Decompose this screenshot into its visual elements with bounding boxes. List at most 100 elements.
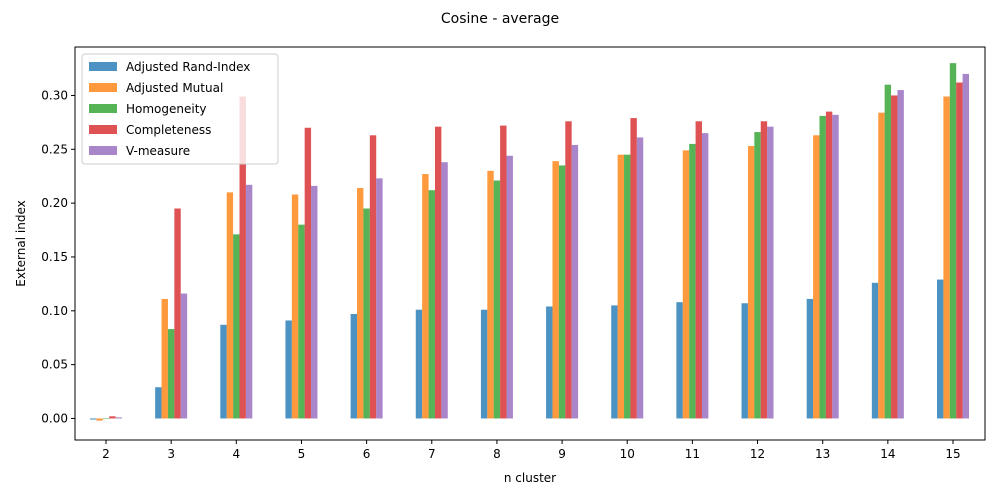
- bar: [161, 298, 168, 419]
- x-tick-label: 9: [558, 447, 566, 461]
- bar: [167, 329, 175, 419]
- bar: [304, 127, 312, 419]
- legend-label: Adjusted Rand-Index: [126, 60, 250, 74]
- bar: [546, 306, 553, 419]
- bar: [949, 63, 957, 419]
- bar: [220, 324, 227, 419]
- bar: [747, 146, 755, 419]
- legend-label: Homogeneity: [126, 102, 207, 116]
- legend: Adjusted Rand-Index Adjusted Mutual Homoge…: [81, 53, 279, 165]
- y-tick-label: 0.30: [41, 88, 68, 102]
- bar: [357, 188, 364, 419]
- legend-box: [81, 53, 279, 165]
- legend-swatch: [89, 62, 117, 71]
- bar: [102, 418, 110, 420]
- bar: [298, 224, 305, 419]
- bar: [806, 298, 814, 419]
- x-tick-label: 10: [620, 447, 635, 461]
- bar: [422, 174, 429, 419]
- legend-swatch: [89, 104, 117, 113]
- bar: [245, 184, 253, 419]
- x-tick-label: 8: [493, 447, 501, 461]
- bar: [832, 114, 839, 419]
- bar: [962, 73, 969, 419]
- bar: [428, 190, 435, 419]
- bar: [96, 418, 103, 421]
- bar: [891, 95, 898, 419]
- bar: [617, 154, 625, 419]
- bar: [676, 302, 683, 419]
- bar: [897, 90, 904, 419]
- bar: [480, 309, 488, 419]
- x-tick-label: 5: [298, 447, 306, 461]
- bar: [558, 165, 566, 419]
- bar: [376, 178, 383, 419]
- bar: [350, 314, 358, 419]
- bar: [109, 416, 116, 419]
- bar: [884, 84, 892, 419]
- bar: [500, 125, 507, 419]
- bar: [636, 137, 644, 419]
- bar: [937, 279, 944, 419]
- bar: [611, 305, 618, 419]
- x-tick-label: 13: [815, 447, 830, 461]
- bar: [441, 162, 448, 419]
- bar: [624, 154, 631, 419]
- y-axis-label: External index: [14, 200, 28, 286]
- bar: [493, 180, 501, 419]
- legend-swatch: [89, 83, 117, 92]
- legend-label: Adjusted Mutual: [126, 81, 223, 95]
- bar: [701, 133, 709, 419]
- bar: [434, 126, 442, 419]
- bar: [415, 309, 423, 419]
- bar: [226, 192, 234, 419]
- x-tick-label: 6: [363, 447, 371, 461]
- x-tick-label: 15: [945, 447, 960, 461]
- plot-frame: [74, 46, 986, 441]
- bar: [741, 303, 748, 419]
- bar: [369, 135, 377, 419]
- bar: [760, 121, 768, 419]
- bar: [291, 194, 299, 419]
- bar: [943, 96, 950, 419]
- x-axis-label: n cluster: [504, 471, 556, 485]
- legend-swatch: [89, 146, 117, 155]
- bar: [115, 417, 122, 419]
- bar: [552, 161, 559, 419]
- bar: [174, 208, 181, 419]
- bar: [682, 150, 690, 419]
- bar: [571, 144, 579, 419]
- y-axis: 0.00 0.05 0.10 0.15 0.20 0.25 0.30: [41, 88, 75, 425]
- x-tick-label: 3: [167, 447, 175, 461]
- bar: [155, 387, 162, 419]
- bar: [565, 121, 572, 419]
- x-tick-label: 4: [232, 447, 240, 461]
- x-tick-label: 11: [685, 447, 700, 461]
- bar: [311, 185, 318, 419]
- y-tick-label: 0.10: [41, 304, 68, 318]
- x-tick-label: 7: [428, 447, 436, 461]
- legend-label: V-measure: [126, 144, 190, 158]
- x-tick-label: 12: [750, 447, 765, 461]
- bar: [506, 155, 513, 419]
- bar: [956, 82, 963, 419]
- bar: [767, 126, 774, 419]
- bars-layer: [90, 63, 969, 421]
- bar: [819, 115, 826, 419]
- bar: [695, 121, 702, 419]
- legend-swatch: [89, 125, 117, 134]
- bar: [180, 293, 188, 419]
- bar: [487, 170, 494, 419]
- bar: [90, 418, 97, 420]
- y-tick-label: 0.15: [41, 250, 68, 264]
- bar: [825, 111, 833, 419]
- bar: [630, 118, 637, 419]
- bar: [239, 96, 246, 419]
- legend-label: Completeness: [126, 123, 211, 137]
- x-axis: 2 3 4 5 6 7 8 9 10 11 12 13 14 15: [102, 440, 961, 461]
- y-tick-label: 0.00: [41, 411, 68, 425]
- bar: [878, 112, 885, 419]
- bar: [871, 282, 879, 419]
- x-tick-label: 2: [102, 447, 110, 461]
